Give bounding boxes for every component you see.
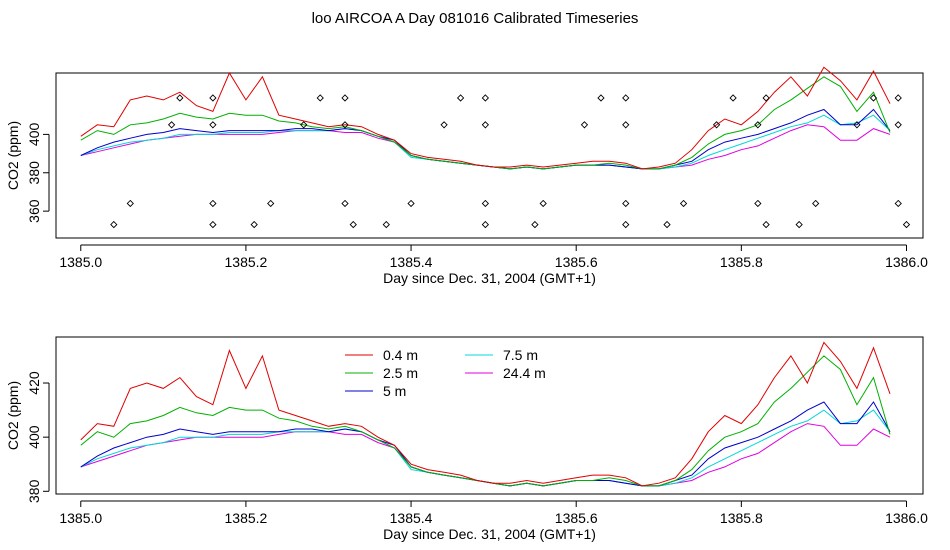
- diamond-marker: [812, 199, 820, 208]
- diamond-marker: [382, 220, 390, 229]
- y-tick-label: 400: [26, 123, 42, 147]
- x-tick-label: 1385.8: [720, 510, 763, 526]
- x-tick-label: 1385.0: [59, 510, 102, 526]
- legend-label: 24.4 m: [503, 365, 546, 381]
- legend-label: 5 m: [383, 383, 406, 399]
- x-tick-label: 1385.0: [59, 254, 102, 270]
- y-tick-label: 380: [26, 161, 42, 185]
- x-tick-label: 1385.6: [555, 254, 598, 270]
- legend-label: 7.5 m: [503, 347, 538, 363]
- diamond-marker: [316, 94, 324, 102]
- y-tick-label: 400: [26, 425, 42, 449]
- diamond-marker: [622, 220, 630, 229]
- series-line-5m: [80, 108, 891, 170]
- diamond-marker: [341, 199, 349, 208]
- diamond-marker: [894, 121, 902, 129]
- diamond-marker: [481, 199, 490, 208]
- diamond-marker: [663, 220, 671, 229]
- diamond-marker: [679, 199, 688, 208]
- plot-frame: [55, 72, 924, 239]
- diamond-marker: [762, 94, 770, 102]
- diamond-marker: [902, 220, 911, 229]
- diamond-marker: [597, 94, 605, 102]
- x-tick-label: 1385.4: [390, 510, 433, 526]
- diamond-marker: [341, 121, 349, 129]
- series-line-0-4m: [80, 66, 891, 170]
- diamond-marker: [762, 220, 770, 229]
- y-tick-label: 420: [26, 371, 42, 395]
- legend-label: 2.5 m: [383, 365, 418, 381]
- diamond-marker: [110, 220, 118, 229]
- diamond-marker: [126, 199, 134, 208]
- diamond-marker: [712, 121, 721, 129]
- diamond-marker: [209, 121, 217, 129]
- diamond-marker: [267, 199, 275, 208]
- diamond-marker: [622, 121, 630, 129]
- x-axis-label: Day since Dec. 31, 2004 (GMT+1): [383, 526, 596, 542]
- figure-title: loo AIRCOA A Day 081016 Calibrated Times…: [311, 10, 639, 27]
- diamond-marker: [167, 121, 176, 129]
- diamond-marker: [250, 220, 258, 229]
- y-tick-label: 380: [26, 479, 42, 503]
- diamond-marker: [894, 94, 902, 102]
- plot-frame: [55, 336, 924, 495]
- diamond-marker: [209, 94, 217, 102]
- series-line-7-5m: [80, 114, 891, 170]
- x-tick-label: 1386.0: [885, 510, 928, 526]
- diamond-marker: [456, 94, 465, 102]
- diamond-marker: [349, 220, 357, 229]
- x-tick-label: 1385.4: [390, 254, 433, 270]
- series-line-0-4m: [80, 341, 891, 487]
- diamond-marker: [440, 121, 448, 129]
- series-line-2-5m: [80, 76, 891, 170]
- bottom-panel: 1385.0 1385.2 1385.4 1385.6 1385.8 1386.0 Day …: [5, 336, 928, 542]
- x-tick-label: 1385.8: [720, 254, 763, 270]
- x-tick-label: 1385.6: [555, 510, 598, 526]
- diamond-marker: [481, 220, 490, 229]
- diamond-marker: [209, 220, 217, 229]
- diamond-marker: [481, 121, 490, 129]
- diamond-marker: [754, 121, 762, 129]
- diamond-marker: [531, 220, 539, 229]
- diamond-marker: [300, 121, 308, 129]
- y-axis-label: CO2 (ppm): [5, 381, 21, 450]
- y-axis-label: CO2 (ppm): [5, 121, 21, 190]
- diamond-marker: [407, 199, 415, 208]
- series-line-5m: [80, 401, 891, 487]
- diamond-marker: [539, 199, 547, 208]
- diamond-marker: [481, 94, 490, 102]
- diamond-marker: [622, 94, 630, 102]
- diamond-marker: [754, 199, 762, 208]
- series-line-2-5m: [80, 355, 891, 487]
- diamond-marker: [869, 94, 878, 102]
- x-axis-label: Day since Dec. 31, 2004 (GMT+1): [383, 270, 596, 286]
- diamond-marker: [853, 121, 861, 129]
- diamond-marker: [894, 199, 902, 208]
- legend: 0.4 m 2.5 m 5 m 7.5 m 24.4 m: [345, 347, 546, 399]
- x-tick-label: 1385.2: [225, 510, 268, 526]
- diamond-marker: [341, 94, 349, 102]
- top-panel: 1385.0 1385.2 1385.4 1385.6 1385.8 1386.0 Day …: [5, 66, 928, 286]
- legend-label: 0.4 m: [383, 347, 418, 363]
- diamond-marker: [622, 199, 630, 208]
- diamond-marker: [209, 199, 217, 208]
- series-line-7-5m: [80, 409, 891, 487]
- diamond-marker: [795, 220, 803, 229]
- x-tick-label: 1385.2: [225, 254, 268, 270]
- diamond-marker: [729, 94, 737, 102]
- diamond-marker: [176, 94, 184, 102]
- diamond-marker: [580, 121, 589, 129]
- y-tick-label: 360: [26, 199, 42, 223]
- x-tick-label: 1386.0: [885, 254, 928, 270]
